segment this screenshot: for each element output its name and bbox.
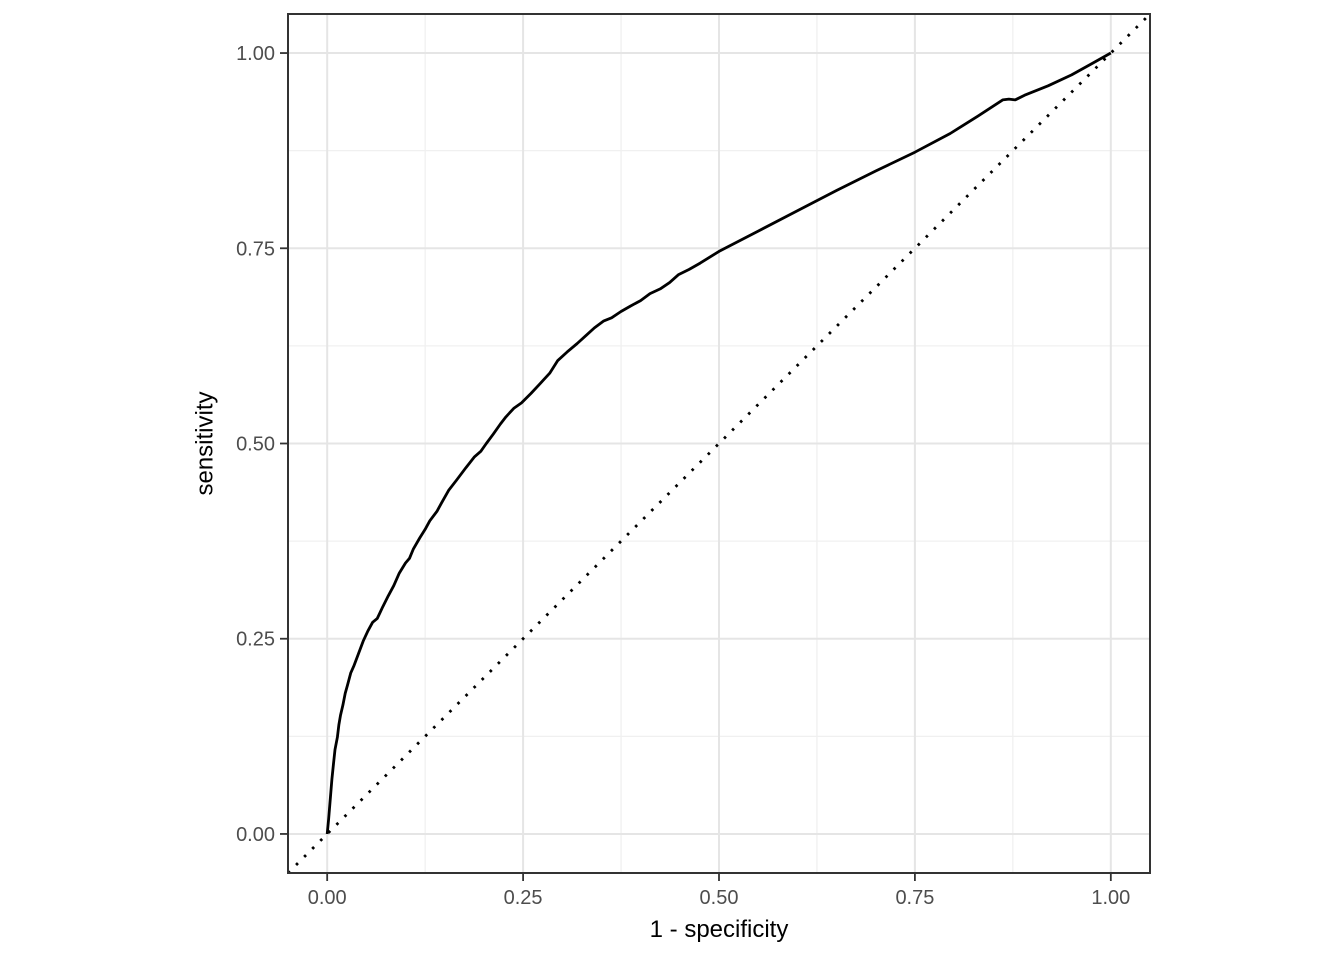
x-tick-label: 0.75 (895, 887, 934, 909)
y-tick-label: 0.50 (236, 434, 275, 456)
y-tick-labels: 0.00 0.25 0.50 0.75 1.00 (236, 43, 275, 846)
major-gridlines (288, 14, 1150, 873)
y-tick-label: 0.00 (236, 824, 275, 846)
x-tick-label: 1.00 (1091, 887, 1130, 909)
y-tick-label: 0.75 (236, 238, 275, 260)
plot-series (287, 13, 1151, 874)
y-tick-label: 0.25 (236, 629, 275, 651)
x-tick-labels: 0.00 0.25 0.50 0.75 1.00 (308, 887, 1131, 909)
x-axis-title: 1 - specificity (650, 916, 789, 943)
x-tick-label: 0.50 (700, 887, 739, 909)
x-tick-label: 0.25 (504, 887, 543, 909)
y-tick-label: 1.00 (236, 43, 275, 65)
y-axis-title: sensitivity (192, 391, 219, 495)
axis-ticks (280, 52, 1112, 881)
roc-curve-line (325, 51, 1112, 835)
x-tick-label: 0.00 (308, 887, 347, 909)
